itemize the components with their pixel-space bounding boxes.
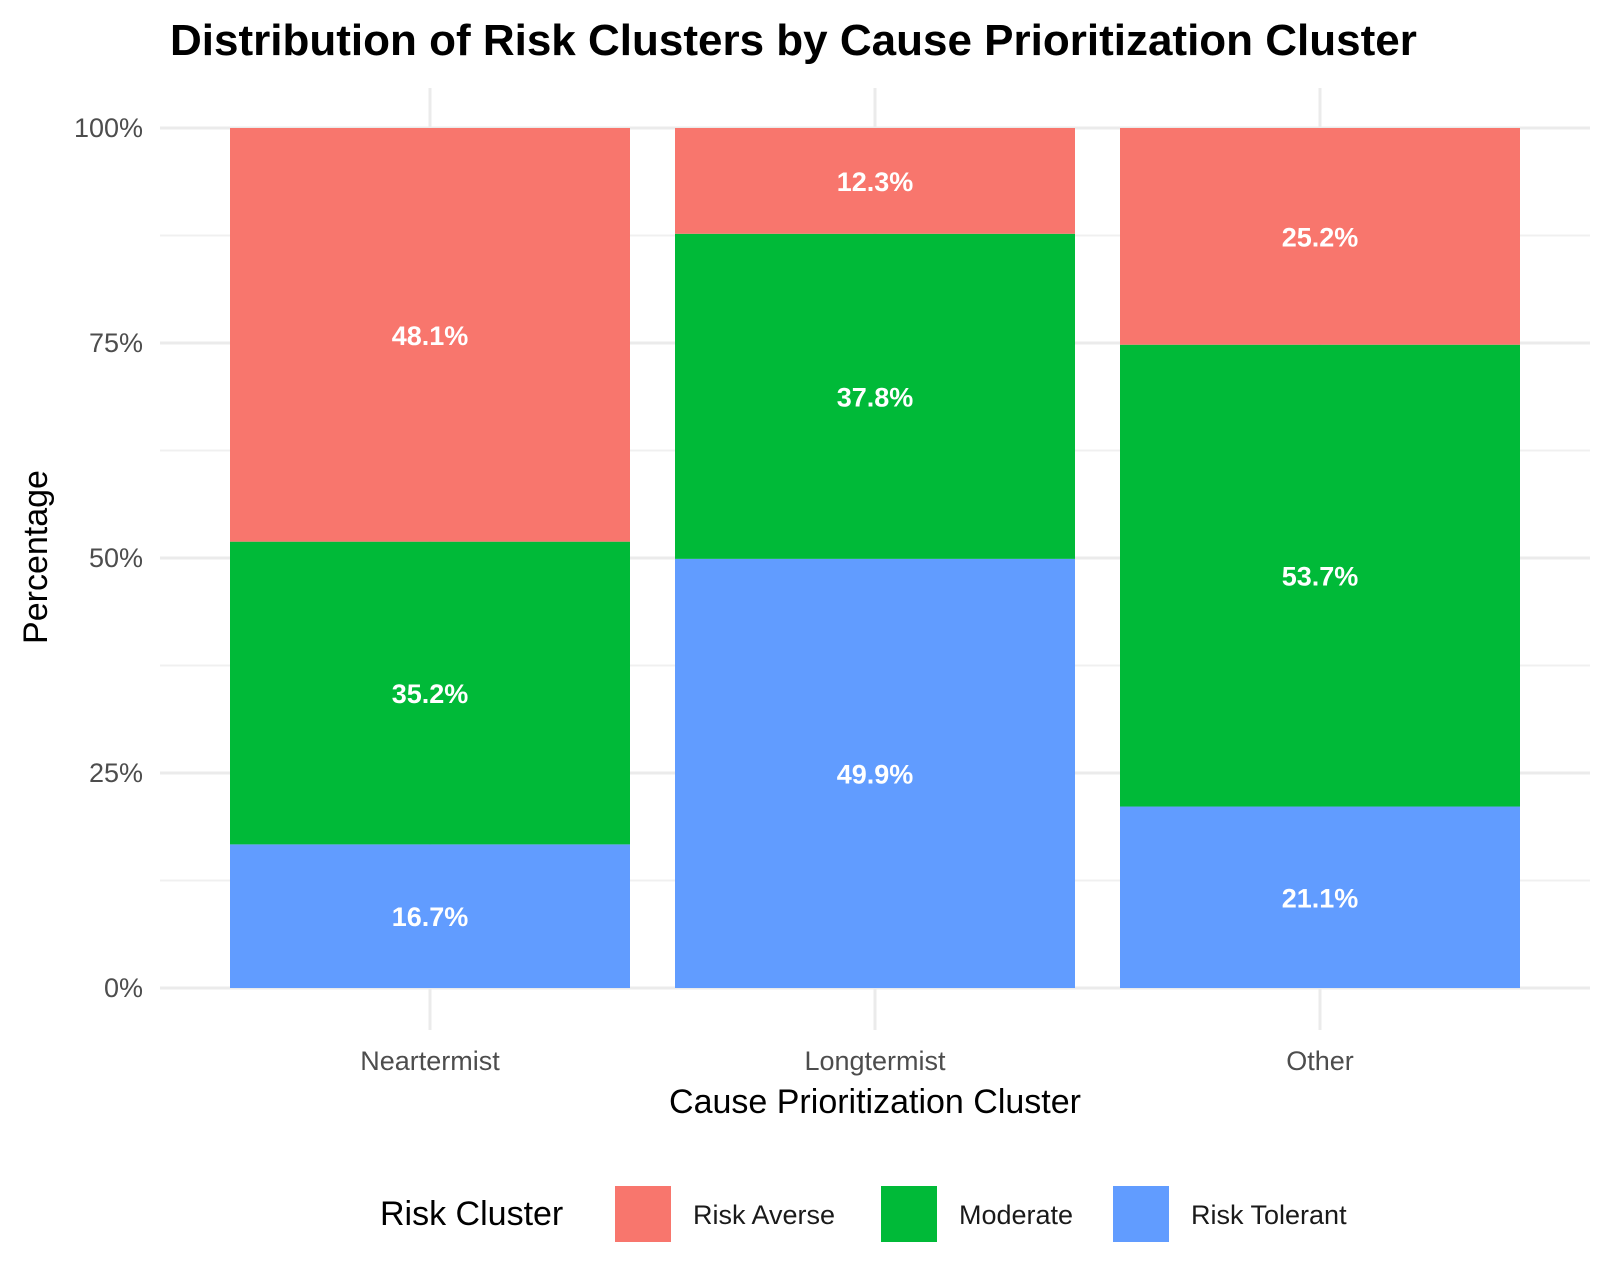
data-label: 37.8%	[837, 382, 914, 412]
x-tick-label: Neartermist	[360, 1046, 500, 1076]
data-label: 53.7%	[1282, 562, 1359, 592]
legend-label: Moderate	[959, 1200, 1073, 1230]
axes: 0% 25% 50% 75% 100% Neartermist Longtermist Oth…	[74, 113, 1354, 1076]
x-tick-label: Other	[1286, 1046, 1354, 1076]
x-axis-title: Cause Prioritization Cluster	[669, 1083, 1081, 1121]
y-tick-label: 0%	[104, 973, 143, 1003]
bar-segment-risk-averse	[675, 128, 1075, 234]
data-label: 49.9%	[837, 759, 914, 789]
legend-title: Risk Cluster	[380, 1195, 563, 1233]
data-label: 25.2%	[1282, 222, 1359, 252]
data-label: 21.1%	[1282, 883, 1359, 913]
bar-segment-risk-tolerant	[230, 844, 630, 988]
data-labels: 16.7% 35.2% 48.1% 49.9% 37.8% 12.3% 21.1% 53.7%…	[392, 167, 1359, 932]
y-tick-label: 25%	[89, 758, 143, 788]
y-axis-title: Percentage	[17, 470, 55, 644]
y-tick-label: 50%	[89, 543, 143, 573]
bar-segment-risk-tolerant	[1120, 806, 1520, 988]
data-label: 12.3%	[837, 167, 914, 197]
legend: Risk Cluster Risk Averse Moderate Risk Tol…	[380, 1186, 1347, 1242]
bar-segment-risk-averse	[230, 128, 630, 542]
legend-swatch-risk-averse	[615, 1186, 671, 1242]
bar-segment-risk-tolerant	[675, 558, 1075, 988]
bar-segment-moderate	[675, 233, 1075, 559]
legend-swatch-moderate	[881, 1186, 937, 1242]
y-tick-label: 75%	[89, 328, 143, 358]
legend-label: Risk Tolerant	[1191, 1200, 1347, 1230]
bars	[230, 128, 1520, 988]
chart-title: Distribution of Risk Clusters by Cause P…	[170, 16, 1417, 65]
y-tick-label: 100%	[74, 113, 143, 143]
data-label: 48.1%	[392, 321, 469, 351]
data-label: 35.2%	[392, 679, 469, 709]
x-tick-label: Longtermist	[804, 1046, 946, 1076]
bar-segment-moderate	[230, 541, 630, 845]
data-label: 16.7%	[392, 902, 469, 932]
bar-segment-risk-averse	[1120, 128, 1520, 345]
legend-label: Risk Averse	[693, 1200, 835, 1230]
legend-swatch-risk-tolerant	[1113, 1186, 1169, 1242]
bar-segment-moderate	[1120, 344, 1520, 807]
